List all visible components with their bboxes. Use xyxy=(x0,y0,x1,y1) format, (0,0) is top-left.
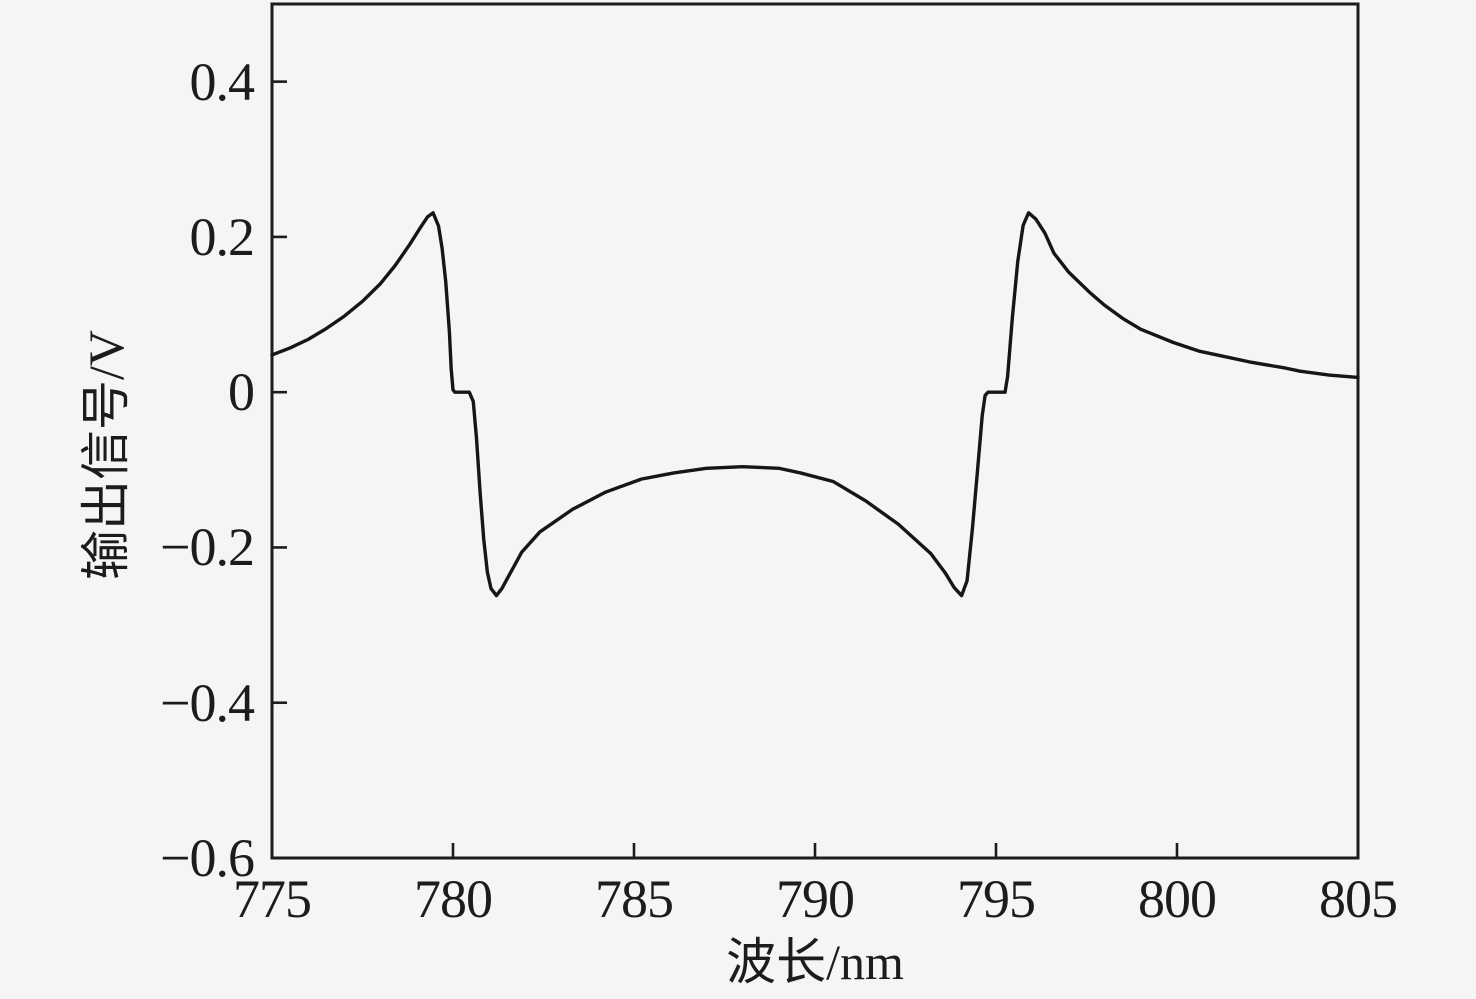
y-tick-label: 0.4 xyxy=(189,51,255,112)
x-tick-label: 795 xyxy=(957,869,1036,929)
axes-box xyxy=(270,2,1360,860)
x-tick-label: 790 xyxy=(776,869,855,929)
x-axis-title: 波长/nm xyxy=(726,934,904,990)
y-axis-title: 输出信号/V xyxy=(78,330,134,580)
y-tick-label: −0.2 xyxy=(160,517,255,578)
x-tick-label: 800 xyxy=(1138,869,1217,929)
y-tick-label: 0.2 xyxy=(189,206,255,267)
x-tick-label: 805 xyxy=(1319,869,1398,929)
x-tick-label: 785 xyxy=(595,869,674,929)
x-tick-label: 780 xyxy=(414,869,493,929)
y-tick-label: 0 xyxy=(228,362,255,423)
x-tick-label: 775 xyxy=(233,869,312,929)
signal-curve xyxy=(270,211,1360,598)
y-tick-label: −0.4 xyxy=(160,672,255,733)
y-tick-label: −0.6 xyxy=(160,828,255,888)
